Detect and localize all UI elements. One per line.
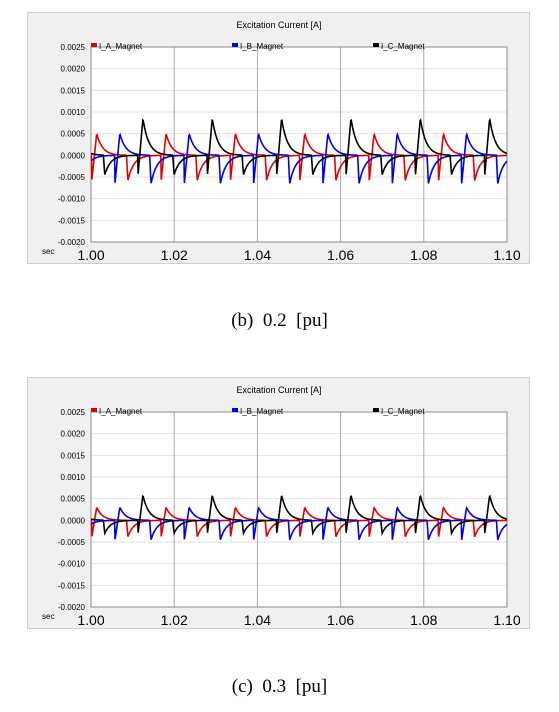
x-tick-label: 1.02: [161, 612, 188, 628]
x-tick-label: 1.00: [77, 247, 104, 263]
series-line-I_C_Magnet: [90, 117, 508, 175]
legend-label: I_A_Magnet: [99, 42, 143, 51]
y-tick-label: 0.0025: [61, 43, 86, 52]
y-tick-label: 0.0025: [61, 408, 86, 417]
legend-swatch: [232, 43, 238, 47]
series-line-I_A_Magnet: [90, 506, 508, 538]
legend-swatch: [91, 43, 97, 47]
y-tick-label: 0.0000: [61, 516, 86, 525]
y-tick-label: 0.0010: [61, 473, 86, 482]
legend-label: I_B_Magnet: [240, 407, 284, 416]
x-tick-label: 1.06: [327, 247, 354, 263]
y-tick-label: -0.0005: [58, 173, 86, 182]
chart-panel-b: Excitation Current [A] I_A_Magnet I_B_Magn…: [27, 12, 530, 264]
plot-frame: [90, 411, 508, 608]
chart-title: Excitation Current [A]: [236, 385, 321, 395]
legend-swatch: [373, 43, 379, 47]
y-tick-label: 0.0020: [61, 430, 86, 439]
legend-label: I_A_Magnet: [99, 407, 143, 416]
legend-swatch: [373, 408, 379, 412]
legend-label: I_C_Magnet: [381, 42, 425, 51]
plot-frame: [90, 46, 508, 243]
x-tick-label: 1.08: [410, 612, 437, 628]
y-tick-label: -0.0015: [58, 216, 86, 225]
x-tick-label: 1.10: [493, 247, 520, 263]
y-tick-label: 0.0010: [61, 108, 86, 117]
series-line-I_B_Magnet: [90, 131, 508, 184]
legend-label: I_C_Magnet: [381, 407, 425, 416]
y-tick-label: -0.0010: [58, 560, 86, 569]
legend-swatch: [91, 408, 97, 412]
y-tick-label: -0.0005: [58, 538, 86, 547]
y-tick-label: 0.0015: [61, 86, 86, 95]
series-line-I_B_Magnet: [90, 505, 508, 541]
y-tick-label: -0.0020: [58, 238, 86, 247]
x-tick-label: 1.00: [77, 612, 104, 628]
series-line-I_C_Magnet: [90, 494, 508, 537]
chart-b-svg: Excitation Current [A] I_A_Magnet I_B_Magn…: [42, 20, 521, 263]
caption-b: (b) 0.2 [pu]: [231, 310, 328, 331]
y-tick-label: 0.0005: [61, 130, 86, 139]
x-tick-label: 1.04: [244, 612, 271, 628]
x-axis-label: sec: [42, 247, 54, 256]
x-axis-label: sec: [42, 612, 54, 621]
legend-swatch: [232, 408, 238, 412]
plot-area: [91, 47, 507, 242]
chart-title: Excitation Current [A]: [236, 20, 321, 30]
series-line-I_A_Magnet: [90, 132, 508, 181]
y-tick-label: -0.0015: [58, 581, 86, 590]
y-tick-label: 0.0020: [61, 65, 86, 74]
legend-label: I_B_Magnet: [240, 42, 284, 51]
x-tick-label: 1.06: [327, 612, 354, 628]
x-tick-label: 1.04: [244, 247, 271, 263]
caption-c: (c) 0.3 [pu]: [231, 676, 328, 697]
plot-area: [91, 412, 507, 607]
x-tick-label: 1.10: [493, 612, 520, 628]
y-tick-label: -0.0010: [58, 195, 86, 204]
x-tick-label: 1.02: [161, 247, 188, 263]
y-tick-label: 0.0015: [61, 451, 86, 460]
chart-c-svg: Excitation Current [A] I_A_Magnet I_B_Magn…: [42, 385, 521, 628]
x-tick-label: 1.08: [410, 247, 437, 263]
y-tick-label: 0.0000: [61, 151, 86, 160]
y-tick-label: -0.0020: [58, 603, 86, 612]
y-tick-label: 0.0005: [61, 495, 86, 504]
chart-panel-c: Excitation Current [A] I_A_Magnet I_B_Magn…: [27, 377, 530, 629]
